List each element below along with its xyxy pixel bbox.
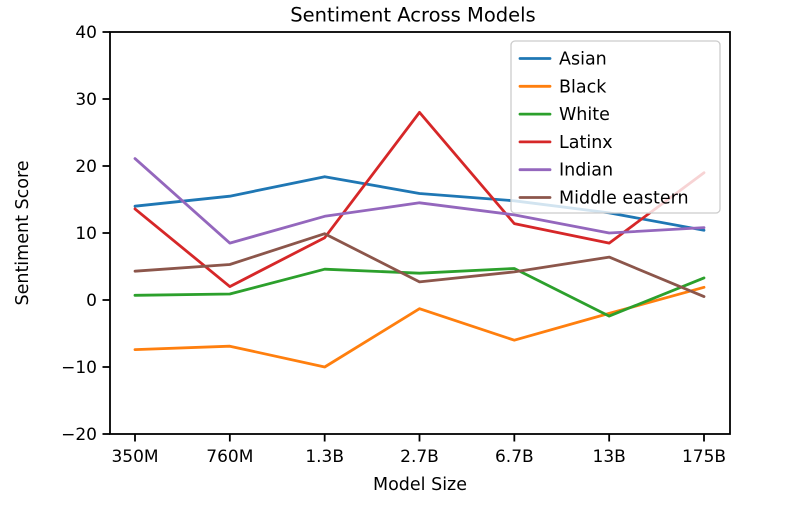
x-tick-label-2.7b: 2.7B [400, 447, 439, 467]
legend-label-latinx: Latinx [559, 133, 613, 153]
legend-box [510, 40, 721, 214]
legend-label-black: Black [559, 77, 607, 97]
series-line-middle-eastern [133, 232, 706, 299]
series-line-indian [133, 157, 706, 245]
y-tick-label: 10 [75, 224, 97, 244]
x-axis-label: Model Size [373, 475, 467, 495]
x-tick-label-13b: 13B [593, 447, 626, 467]
chart-title: Sentiment Across Models [290, 4, 535, 27]
series-line-black [133, 285, 706, 369]
y-tick-label: −20 [61, 425, 97, 445]
y-tick-label: −10 [61, 358, 97, 378]
y-tick-label: 0 [86, 291, 97, 311]
legend-label-indian: Indian [559, 161, 613, 181]
x-tick-label-1.3b: 1.3B [305, 447, 344, 467]
legend-label-white: White [559, 105, 610, 125]
y-axis-label: Sentiment Score [13, 160, 33, 305]
x-tick-label-175b: 175B [682, 447, 726, 467]
y-tick-label: 30 [75, 90, 97, 110]
legend-label-middle-eastern: Middle eastern [559, 189, 689, 209]
legend: Asian Black White Latinx Indian Middle easter… [510, 40, 721, 214]
series-line-white [133, 267, 706, 318]
x-tick-label-350m: 350M [111, 447, 158, 467]
legend-label-asian: Asian [559, 50, 607, 70]
series-line-latinx [133, 111, 706, 289]
y-tick-label: 40 [75, 23, 97, 43]
x-tick-label-760m: 760M [206, 447, 253, 467]
y-tick-label: 20 [75, 157, 97, 177]
x-tick-label-6.7b: 6.7B [495, 447, 534, 467]
